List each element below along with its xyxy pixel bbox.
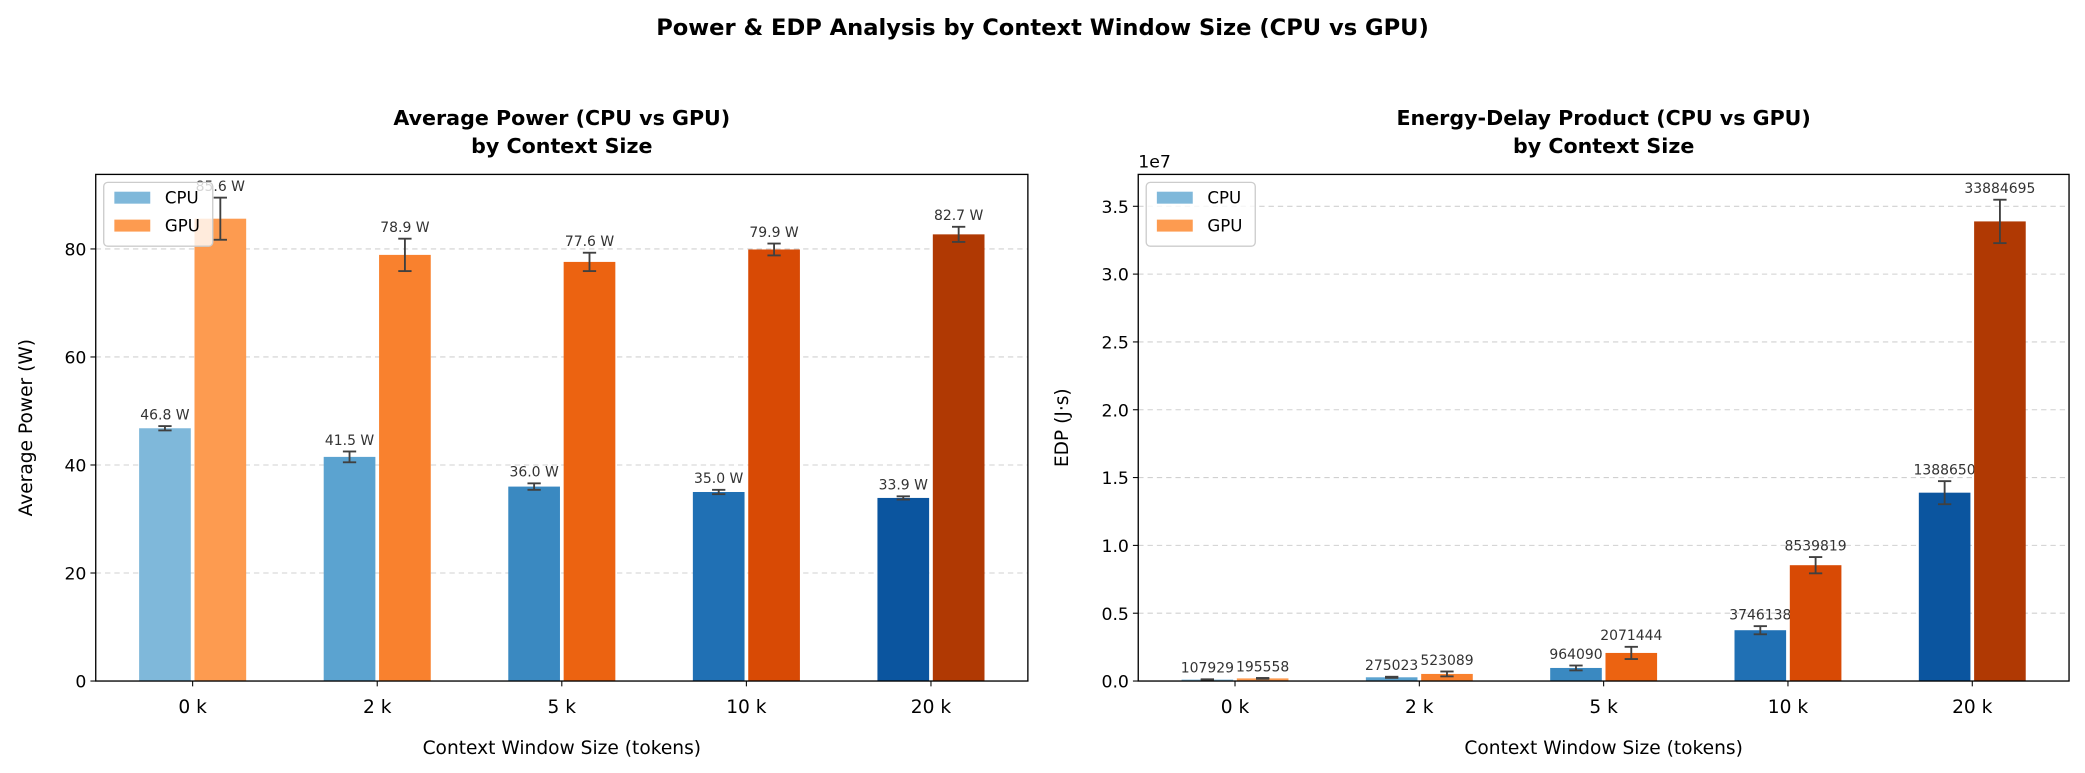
bar-cpu [1734,630,1787,682]
y-tick-label: 20 [64,565,86,585]
power-chart: Average Power (CPU vs GPU) by Context Siz… [16,106,1029,759]
bar-cpu [877,497,930,682]
y-tick-label: 1.0 [1101,537,1128,557]
y-tick-label: 0 [75,673,86,693]
legend: CPU GPU [1145,181,1256,247]
legend-label-gpu: GPU [165,217,200,236]
y-tick-label: 3.5 [1101,198,1128,218]
bar-cpu [139,428,191,682]
x-tick-label: 20 k [911,697,952,718]
x-tick-label: 0 k [178,697,207,718]
chart-subtitle: by Context Size [1513,134,1694,158]
y-tick-label: 40 [64,457,86,477]
y-offset-label: 1e7 [1138,153,1171,173]
data-label: 82.7 W [934,208,984,224]
data-label: 523089 [1420,653,1473,669]
legend-label-cpu: CPU [165,189,199,208]
y-tick-label: 0.5 [1101,605,1128,625]
bar-gpu [748,249,800,682]
bar-gpu [563,261,616,682]
data-label: 77.6 W [565,234,615,250]
y-axis-label: Average Power (W) [16,339,37,516]
data-label: 33.9 W [879,478,929,494]
data-label: 35.0 W [694,471,744,487]
bar-cpu [692,491,745,682]
edp-chart: Energy-Delay Product (CPU vs GPU) by Cont… [1052,106,2070,759]
data-label: 36.0 W [509,465,559,481]
data-label: 78.9 W [380,220,430,236]
bar-gpu [194,218,247,682]
y-axis-label: EDP (J·s) [1052,388,1073,467]
plot-frame [95,173,1029,682]
bar-gpu [379,254,431,682]
legend-swatch-gpu [1156,219,1193,232]
bar-cpu [508,486,560,682]
data-label: 1388650 [1914,462,1976,478]
data-label: 2071444 [1600,628,1662,644]
data-label: 79.9 W [749,225,799,241]
chart-title: Average Power (CPU vs GPU) [393,106,730,130]
bar-gpu [1974,221,2026,682]
data-label: 41.5 W [325,433,375,449]
data-label: 33884695 [1964,181,2035,197]
data-label: 107929 [1181,661,1234,677]
x-tick-label: 10 k [726,697,767,718]
y-tick-label: 80 [64,241,86,261]
x-tick-label: 5 k [548,697,577,718]
data-label: 3746138 [1729,608,1791,624]
data-label: 8539819 [1785,538,1847,554]
bar-cpu [323,456,376,682]
x-tick-label: 0 k [1221,697,1250,718]
bar-cpu [1365,677,1418,682]
data-label: 964090 [1549,647,1602,663]
bar-cpu [1918,492,1971,682]
figure-title: Power & EDP Analysis by Context Window S… [656,15,1429,41]
legend-label-cpu: CPU [1207,189,1241,208]
legend-label-gpu: GPU [1207,217,1242,236]
chart-subtitle: by Context Size [471,134,652,158]
x-tick-label: 2 k [363,697,392,718]
legend-swatch-cpu [114,191,151,204]
y-tick-label: 1.5 [1101,469,1128,489]
bar-gpu [1789,565,1842,682]
x-tick-label: 10 k [1768,697,1809,718]
data-label: 275023 [1365,658,1418,674]
y-tick-label: 60 [64,349,86,369]
chart-title: Energy-Delay Product (CPU vs GPU) [1396,106,1810,130]
bar-gpu [1421,673,1473,682]
data-label: 195558 [1236,659,1289,675]
y-tick-label: 2.5 [1101,334,1128,354]
legend-swatch-cpu [1156,191,1193,204]
y-tick-label: 2.0 [1101,401,1128,421]
x-axis-label: Context Window Size (tokens) [423,738,701,759]
x-tick-label: 5 k [1589,697,1618,718]
legend-swatch-gpu [114,219,151,232]
data-label: 46.8 W [140,407,190,423]
plot-frame [1137,173,2070,682]
bar-gpu [932,234,985,682]
legend: CPU GPU [103,181,214,247]
x-tick-label: 20 k [1952,697,1993,718]
y-tick-label: 3.0 [1101,266,1128,286]
bar-cpu [1550,667,1602,682]
x-tick-label: 2 k [1405,697,1434,718]
x-axis-label: Context Window Size (tokens) [1464,738,1742,759]
y-tick-label: 0.0 [1101,673,1128,693]
